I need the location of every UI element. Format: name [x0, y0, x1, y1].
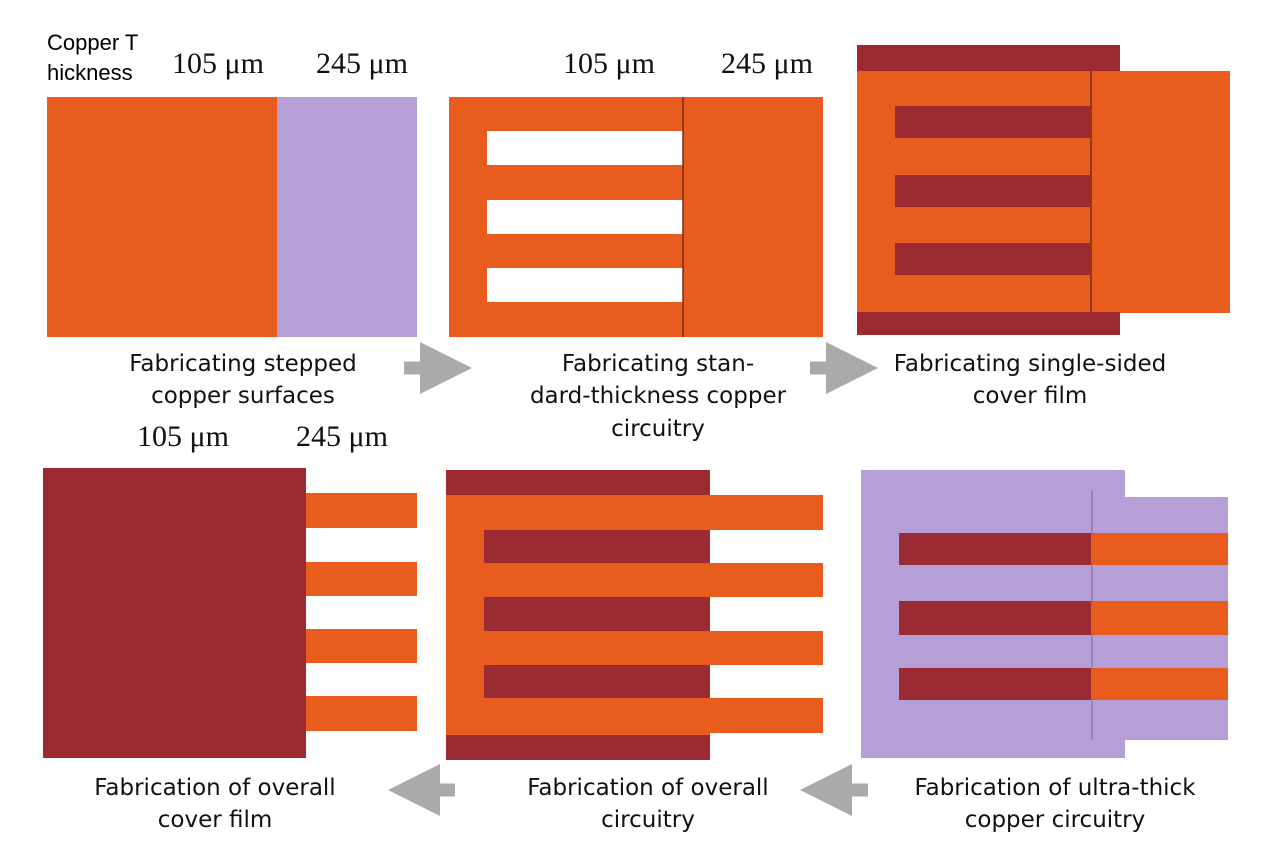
- caption: copper surfaces: [151, 383, 335, 409]
- caption: Fabrication of ultra-thick: [914, 775, 1196, 801]
- caption: copper circuitry: [965, 807, 1146, 833]
- panel-5: [446, 470, 823, 760]
- caption: Fabricating stan-: [562, 351, 754, 377]
- dimension: 105 μm: [563, 47, 655, 80]
- caption: cover film: [973, 383, 1088, 409]
- panel-1: [47, 97, 417, 337]
- dimension: 105 μm: [172, 47, 264, 80]
- caption: Fabrication of overall: [94, 775, 335, 801]
- dimension: 245 μm: [296, 420, 388, 453]
- caption: Fabricating stepped: [129, 351, 356, 377]
- dimension: 245 μm: [721, 47, 813, 80]
- thickness-label: Copper T: [47, 30, 138, 55]
- caption: Fabrication of overall: [527, 775, 768, 801]
- panel-3: [857, 45, 1230, 335]
- dimension: 105 μm: [137, 420, 229, 453]
- panel-2: [449, 97, 823, 337]
- caption: dard-thickness copper: [530, 383, 787, 409]
- panel-4: [43, 468, 417, 758]
- caption: cover film: [158, 807, 273, 833]
- panel-6: [861, 470, 1228, 758]
- arrows: [388, 342, 878, 816]
- caption: circuitry: [601, 807, 695, 833]
- thickness-label: hickness: [47, 60, 133, 85]
- caption: Fabricating single-sided: [894, 351, 1166, 377]
- caption: circuitry: [611, 416, 705, 442]
- dimension: 245 μm: [316, 47, 408, 80]
